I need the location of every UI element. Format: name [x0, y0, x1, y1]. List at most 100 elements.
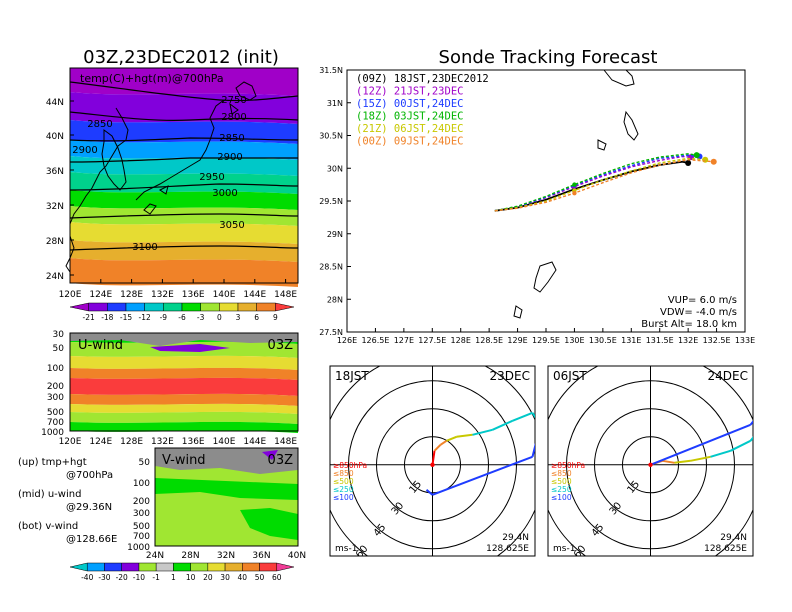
colorbar-swatch	[69, 562, 88, 572]
track-legend: (09Z) 18JST,23DEC2012(12Z) 21JST,23DEC(1…	[356, 73, 489, 148]
track-line	[494, 157, 706, 212]
note-head: (bot) v-wind	[18, 521, 78, 532]
colorbar-label: 50	[255, 573, 265, 582]
track-lat-tick: 30N	[327, 164, 343, 173]
track-lon-tick: 132.5E	[703, 336, 731, 345]
map-lat-tick: 36N	[46, 167, 64, 177]
track-mid-point	[572, 182, 577, 187]
colorbar-swatch	[104, 562, 122, 572]
note-sub: @29.36N	[66, 502, 112, 513]
colorbar-label: 10	[186, 573, 196, 582]
track-lon-tick: 127.5E	[418, 336, 446, 345]
track-lon-tick: 126E	[337, 336, 357, 345]
vwind-lat-tick: 36N	[252, 551, 270, 561]
hodograph-trace	[749, 420, 753, 426]
colorbar-swatch	[69, 302, 89, 312]
colorbar-swatch	[275, 302, 295, 312]
hodograph-lat: 29.4N	[502, 533, 529, 543]
track-lon-tick: 131.5E	[646, 336, 674, 345]
colorbar-swatch	[173, 562, 191, 572]
uwind-p-tick: 100	[47, 364, 64, 374]
track-lon-tick: 131E	[621, 336, 641, 345]
hodograph-level: ≥850hPa	[333, 461, 367, 470]
uwind-band-gray	[70, 333, 298, 346]
hodograph-trace	[662, 459, 675, 464]
colorbar-swatch	[121, 562, 140, 572]
vwind-p-tick: 50	[139, 458, 151, 468]
colorbar-label: -18	[101, 313, 113, 322]
hodograph-trace	[730, 439, 751, 452]
hodograph-trace	[439, 439, 448, 446]
track-lat-tick: 29N	[327, 230, 343, 239]
hodograph-unit: ms-1	[335, 544, 357, 554]
hodograph-trace	[446, 435, 457, 442]
track-end-point	[702, 156, 709, 163]
hodograph-trace	[759, 415, 761, 429]
hodograph-trace	[531, 412, 535, 419]
vwind-lat-tick: 32N	[217, 551, 235, 561]
colorbar-swatch	[107, 302, 127, 312]
hodograph-time: 06JST	[553, 369, 587, 383]
track-legend-entry: (00Z) 09JST,24DEC	[356, 136, 463, 148]
map-colorbar: -21 -18 -15 -12 -9 -6 -3 0 3 6 9	[69, 302, 295, 322]
map-lon-tick: 124E	[89, 290, 112, 300]
uwind-lon-tick: 140E	[213, 437, 236, 447]
height-contours	[69, 81, 299, 251]
vwind-field	[155, 448, 298, 546]
map-lat-ticks: 44N 40N 36N 32N 28N 24N	[46, 98, 74, 282]
hodograph-level: ≤100	[551, 493, 572, 502]
track-end-point	[685, 160, 692, 167]
hodograph-level: ≤250	[333, 485, 354, 494]
uwind-lon-tick: 128E	[120, 437, 143, 447]
track-lat-tick: 27.5N	[319, 328, 343, 337]
uwind-p-tick: 30	[53, 330, 65, 340]
colorbar-label: -15	[120, 313, 132, 322]
map-panel: 2750 2800 2850 2850 2900 2900 2950 3000 3050 3100…	[46, 67, 299, 322]
hodograph-trace	[674, 459, 691, 464]
uwind-band	[70, 421, 298, 433]
left-title: 03Z,23DEC2012 (init)	[83, 47, 279, 68]
temp-band	[70, 258, 298, 287]
vwind-p-tick: 100	[133, 479, 150, 489]
hodograph-level: ≤850	[333, 469, 354, 478]
temp-band	[70, 120, 298, 144]
temp-band-top	[70, 68, 298, 72]
colorbar-label: -1	[152, 573, 160, 582]
hodograph-trace	[432, 455, 533, 496]
uwind-p-tick: 500	[47, 408, 64, 418]
hodograph-date: 24DEC	[708, 369, 748, 383]
colorbar-label: -20	[116, 573, 128, 582]
hodograph-trace	[512, 411, 533, 422]
uwind-lon-tick: 144E	[243, 437, 266, 447]
map-lon-ticks: 120E 124E 128E 132E 136E 140E 144E 148E	[59, 279, 297, 300]
colorbar-swatch	[138, 562, 157, 572]
hodograph-level: ≤250	[551, 485, 572, 494]
vwind-purple	[262, 450, 278, 460]
hodograph-level: ≤100	[333, 493, 354, 502]
contour-label: 2750	[221, 95, 246, 106]
hodograph-origin	[430, 462, 435, 467]
track-line	[494, 153, 697, 212]
hodograph-lat: 29.4N	[720, 533, 747, 543]
track-end-point	[710, 158, 717, 165]
track-legend-entry: (09Z) 18JST,23DEC2012	[356, 73, 489, 85]
note-sub: @128.66E	[66, 534, 117, 545]
track-lat-tick: 28N	[327, 295, 343, 304]
uwind-p-tick: 200	[47, 382, 64, 392]
colorbar-label: -30	[98, 573, 110, 582]
track-panel: (09Z) 18JST,23DEC2012(12Z) 21JST,23DEC(1…	[319, 66, 755, 345]
colorbar-swatch	[163, 302, 183, 312]
map-lon-tick: 132E	[151, 290, 174, 300]
uwind-band	[70, 411, 298, 424]
colorbar-label: -12	[139, 313, 151, 322]
vwind-frame	[154, 447, 299, 547]
track-lon-tick: 127E	[394, 336, 414, 345]
uwind-p-tick: 700	[47, 418, 64, 428]
hodograph-date: 23DEC	[490, 369, 530, 383]
hodograph-trace	[456, 433, 473, 438]
track-islands	[513, 69, 639, 319]
map-lon-tick: 136E	[182, 290, 205, 300]
colorbar-label: 60	[272, 573, 282, 582]
